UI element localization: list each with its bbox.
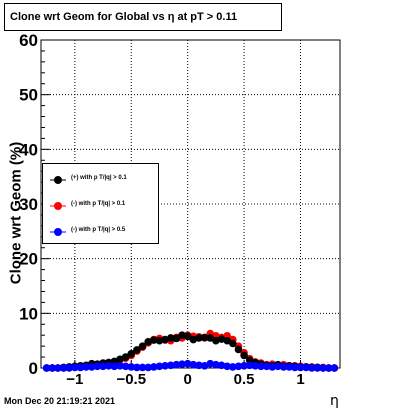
legend: (+) with p T/|q| > 0.1 (-) with p T/|q| …: [42, 163, 159, 244]
data-point: [302, 363, 310, 372]
data-point: [93, 362, 102, 371]
data-point: [133, 346, 141, 354]
data-point: [59, 364, 68, 372]
y-tick-label: 30: [19, 195, 38, 214]
data-point: [319, 364, 327, 372]
x-tick-label: 0.5: [234, 371, 255, 388]
data-point: [183, 332, 192, 341]
data-point: [183, 359, 192, 368]
data-point: [212, 360, 220, 369]
x-tick-label: 0: [184, 371, 192, 388]
data-point: [200, 333, 209, 342]
data-point: [291, 363, 299, 372]
data-point: [54, 364, 62, 372]
data-point: [116, 362, 124, 370]
data-point: [178, 331, 186, 340]
data-point: [229, 363, 237, 371]
x-tick-label: −1: [66, 371, 83, 388]
data-point: [71, 363, 79, 372]
data-point: [234, 362, 243, 371]
data-point: [274, 362, 282, 371]
data-point: [279, 363, 288, 371]
data-point: [48, 364, 57, 372]
data-point: [296, 363, 305, 372]
legend-marker-red: [50, 202, 66, 210]
data-point: [166, 334, 175, 342]
data-point: [87, 363, 96, 371]
data-point: [99, 362, 107, 371]
data-point: [206, 359, 215, 368]
data-point: [144, 363, 152, 372]
y-tick-label: 50: [19, 86, 38, 105]
data-point: [330, 364, 339, 372]
y-tick-label: 20: [19, 250, 38, 269]
data-point: [189, 360, 198, 369]
data-point: [76, 363, 85, 372]
y-tick-label: 60: [19, 31, 38, 50]
x-tick-label: −0.5: [116, 371, 146, 388]
legend-label-minus-05: (-) with p T/|q| > 0.5: [71, 227, 126, 233]
data-point: [155, 362, 164, 371]
data-point: [285, 363, 294, 371]
data-point: [178, 360, 186, 368]
y-tick-label: 40: [19, 140, 38, 159]
data-point: [127, 349, 136, 358]
x-tick-label: 1: [296, 371, 304, 388]
legend-entry-minus-05: (-) with p T/|q| > 0.5: [43, 222, 160, 242]
data-point: [240, 362, 248, 370]
data-point: [150, 363, 158, 371]
data-point: [133, 363, 141, 372]
data-point: [245, 361, 254, 370]
data-point: [172, 360, 181, 369]
data-point: [313, 364, 322, 372]
data-point: [257, 362, 265, 371]
y-tick-label: 0: [29, 359, 38, 378]
y-axis-label: Clone wrt Geom (%): [7, 141, 25, 285]
y-tick-label: 10: [19, 304, 38, 323]
legend-marker-black: [50, 176, 66, 184]
data-point: [234, 345, 243, 354]
data-point: [217, 361, 226, 370]
data-point: [121, 353, 130, 361]
data-point: [324, 364, 333, 372]
data-point: [121, 362, 130, 371]
data-point: [195, 361, 203, 370]
data-point: [127, 363, 136, 371]
grid-lines: [41, 40, 340, 368]
data-point: [82, 363, 90, 371]
data-point: [229, 339, 237, 348]
data-point: [104, 362, 113, 370]
data-points: [42, 329, 339, 372]
legend-label-minus-01: (-) with p T/|q| > 0.1: [71, 201, 126, 207]
timestamp: Mon Dec 20 21:19:21 2021: [4, 396, 116, 406]
data-point: [42, 364, 51, 372]
legend-label-plus-01: (+) with p T/|q| > 0.1: [71, 175, 127, 181]
data-point: [262, 362, 271, 371]
data-point: [150, 336, 158, 344]
data-point: [223, 336, 231, 345]
data-point: [172, 334, 181, 343]
chart-title: Clone wrt Geom for Global vs η at pT > 0…: [4, 3, 282, 31]
data-point: [110, 362, 119, 371]
data-point: [138, 342, 147, 350]
data-point: [138, 363, 147, 372]
legend-marker-blue: [50, 228, 66, 236]
legend-entry-plus-01: (+) with p T/|q| > 0.1: [43, 170, 160, 190]
data-point: [195, 334, 203, 342]
data-point: [155, 336, 164, 345]
data-point: [268, 363, 277, 371]
data-point: [65, 364, 74, 372]
data-point: [240, 351, 248, 360]
data-point: [307, 364, 316, 372]
legend-entry-minus-01: (-) with p T/|q| > 0.1: [43, 196, 160, 216]
x-axis-label: η: [330, 393, 339, 409]
data-point: [206, 334, 215, 342]
data-point: [223, 362, 231, 371]
data-point: [161, 362, 169, 370]
data-point: [251, 362, 260, 370]
data-point: [166, 361, 175, 370]
